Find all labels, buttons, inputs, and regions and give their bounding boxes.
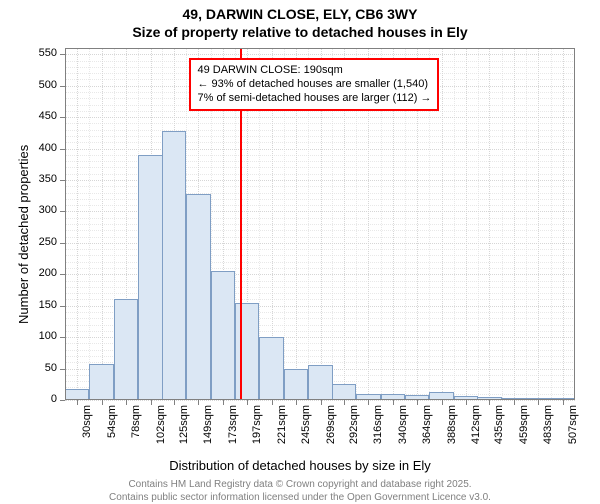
histogram-bar xyxy=(308,365,332,400)
x-tick-label: 173sqm xyxy=(227,405,239,455)
x-tick-label: 340sqm xyxy=(397,405,409,455)
x-tick-label: 316sqm xyxy=(372,405,384,455)
x-tick-label: 54sqm xyxy=(106,405,118,455)
histogram-bar xyxy=(211,271,235,400)
chart-container: { "titles": { "line1": "49, DARWIN CLOSE… xyxy=(0,0,600,500)
histogram-bar xyxy=(259,337,283,400)
histogram-bar xyxy=(162,131,186,400)
x-tick-label: 388sqm xyxy=(446,405,458,455)
histogram-bar xyxy=(186,194,210,400)
x-tick-label: 245sqm xyxy=(300,405,312,455)
chart-title-line1: 49, DARWIN CLOSE, ELY, CB6 3WY xyxy=(0,6,600,22)
y-tick-label: 100 xyxy=(27,330,57,342)
x-tick-label: 149sqm xyxy=(202,405,214,455)
footer-line1: Contains HM Land Registry data © Crown c… xyxy=(0,478,600,491)
histogram-bar xyxy=(89,364,113,400)
footer-credits: Contains HM Land Registry data © Crown c… xyxy=(0,478,600,504)
x-tick-label: 507sqm xyxy=(567,405,579,455)
annotation-line2: ← 93% of detached houses are smaller (1,… xyxy=(197,78,431,92)
histogram-bar xyxy=(332,384,356,400)
y-tick-label: 500 xyxy=(27,79,57,91)
chart-title-line2: Size of property relative to detached ho… xyxy=(0,24,600,40)
annotation-box: 49 DARWIN CLOSE: 190sqm ← 93% of detache… xyxy=(189,58,439,111)
annotation-line1: 49 DARWIN CLOSE: 190sqm xyxy=(197,64,431,78)
y-tick-label: 400 xyxy=(27,142,57,154)
footer-line2: Contains public sector information licen… xyxy=(0,491,600,504)
x-axis-label: Distribution of detached houses by size … xyxy=(0,458,600,473)
y-axis-label: Number of detached properties xyxy=(16,145,31,324)
x-tick-label: 78sqm xyxy=(130,405,142,455)
y-tick-label: 250 xyxy=(27,236,57,248)
y-tick-label: 450 xyxy=(27,110,57,122)
x-tick-label: 412sqm xyxy=(470,405,482,455)
y-tick-label: 550 xyxy=(27,47,57,59)
x-tick-label: 435sqm xyxy=(493,405,505,455)
histogram-bar xyxy=(235,303,259,400)
x-tick-label: 292sqm xyxy=(348,405,360,455)
x-tick-label: 364sqm xyxy=(421,405,433,455)
y-tick-label: 150 xyxy=(27,299,57,311)
annotation-line3: 7% of semi-detached houses are larger (1… xyxy=(197,92,431,106)
y-tick-label: 200 xyxy=(27,267,57,279)
x-tick-label: 102sqm xyxy=(155,405,167,455)
y-tick-label: 0 xyxy=(27,393,57,405)
x-tick-label: 197sqm xyxy=(251,405,263,455)
x-tick-label: 221sqm xyxy=(276,405,288,455)
histogram-bar xyxy=(114,299,138,400)
histogram-bar xyxy=(284,369,308,400)
x-tick-label: 125sqm xyxy=(178,405,190,455)
x-tick-label: 459sqm xyxy=(518,405,530,455)
x-tick-label: 30sqm xyxy=(81,405,93,455)
y-tick-label: 300 xyxy=(27,204,57,216)
x-tick-label: 269sqm xyxy=(325,405,337,455)
plot-area: 49 DARWIN CLOSE: 190sqm ← 93% of detache… xyxy=(65,48,575,400)
x-tick-label: 483sqm xyxy=(542,405,554,455)
y-tick-label: 350 xyxy=(27,173,57,185)
histogram-bar xyxy=(138,155,162,400)
y-tick-label: 50 xyxy=(27,362,57,374)
